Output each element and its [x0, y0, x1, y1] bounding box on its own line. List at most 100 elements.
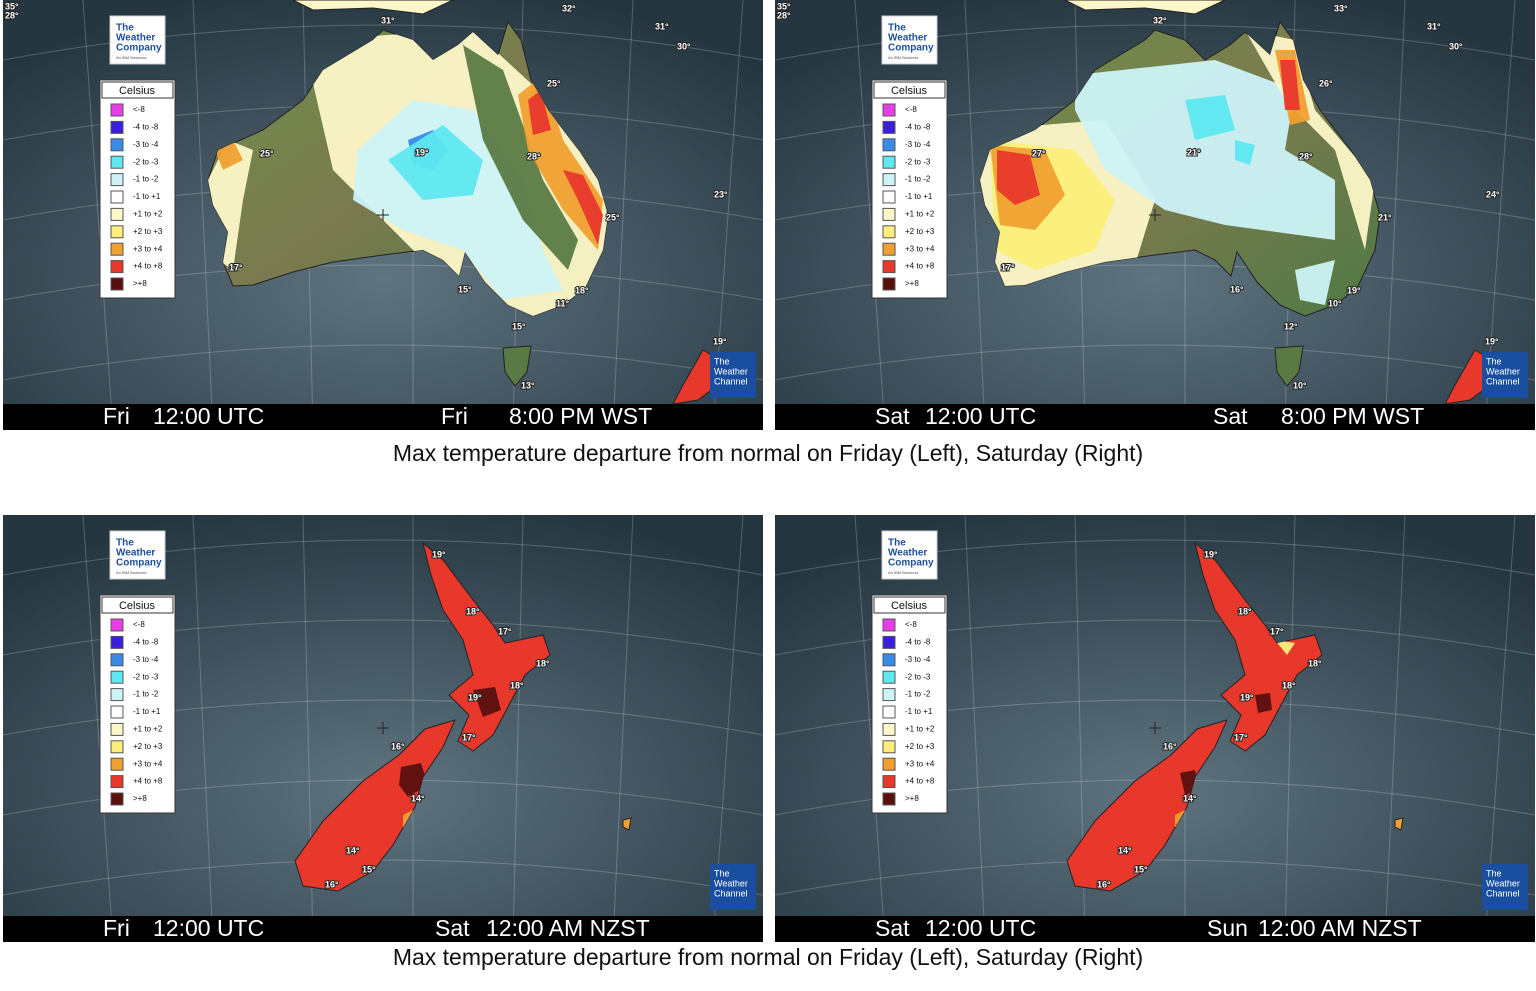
legend-label: -1 to -2 [133, 690, 159, 699]
legend-swatch [110, 207, 124, 221]
utc-time: 12:00 UTC [153, 915, 264, 941]
legend-swatch [110, 120, 124, 134]
temperature-label: 15° [512, 321, 526, 331]
temperature-label: 17° [1270, 626, 1284, 636]
legend-label: -3 to -4 [133, 140, 159, 149]
utc-time: 12:00 UTC [153, 403, 264, 429]
legend-swatch [110, 173, 124, 187]
legend-label: +4 to +8 [133, 777, 163, 786]
time-bar [3, 916, 763, 942]
temperature-label: 16° [1163, 741, 1177, 751]
local-day: Fri [441, 403, 468, 429]
temperature-label: 19° [713, 336, 727, 346]
temperature-label: 10° [1293, 380, 1307, 390]
legend-label: -4 to -8 [133, 123, 159, 132]
legend-label: +1 to +2 [905, 210, 935, 219]
temperature-label: 31° [1427, 21, 1441, 31]
legend-label: -2 to -3 [905, 157, 931, 166]
legend-label: +3 to +4 [133, 759, 163, 768]
temperature-label: 17° [498, 626, 512, 636]
map-panel: 35° 28° 32° 33° 31° 30° 26° 27° 21° 28° 24° 21° 17° 1… [775, 0, 1535, 430]
land [502, 345, 532, 387]
channel-logo-text: Channel [714, 888, 748, 898]
temperature-label: 28° [777, 10, 791, 20]
local-day: Sat [435, 915, 470, 941]
temperature-label: 14° [1183, 793, 1197, 803]
legend-label: +2 to +3 [133, 742, 163, 751]
legend-swatch [882, 242, 896, 256]
local-time: 12:00 AM NZST [486, 915, 650, 941]
legend-swatch [882, 670, 896, 684]
legend-label: +1 to +2 [905, 725, 935, 734]
legend-swatch [882, 775, 896, 789]
temperature-label: 18° [466, 606, 480, 616]
anomaly-area [1295, 260, 1335, 305]
legend-label: >+8 [133, 794, 147, 803]
legend-swatch [110, 635, 124, 649]
legend-label: -2 to -3 [133, 672, 159, 681]
channel-logo-text: Channel [1486, 376, 1520, 386]
graticule [82, 0, 114, 430]
map: 19°18°17°18°18°19°17°16°14°14°15°16°TheW… [775, 515, 1535, 942]
channel-logo-text: The [714, 868, 730, 878]
local-time: 8:00 PM WST [509, 403, 652, 429]
temperature-label: 17° [1001, 262, 1015, 272]
temperature-label: 18° [1282, 680, 1296, 690]
temperature-label: 11° [556, 298, 570, 308]
temperature-label: 16° [391, 741, 405, 751]
temperature-label: 35° [5, 1, 19, 11]
legend-swatch [882, 155, 896, 169]
anomaly-area [1185, 95, 1235, 140]
graticule [775, 344, 1535, 381]
graticule [612, 0, 634, 430]
graticule [1384, 0, 1406, 430]
temperature-label: 24° [1486, 189, 1500, 199]
legend-swatch [882, 688, 896, 702]
temperature-label: 15° [362, 864, 376, 874]
legend-swatch [882, 120, 896, 134]
temperature-label: 18° [536, 658, 550, 668]
legend-title-box [101, 81, 174, 99]
legend-label: +1 to +2 [133, 725, 163, 734]
anomaly-area [388, 125, 483, 200]
local-time: 8:00 PM WST [1281, 403, 1424, 429]
chatham [1394, 817, 1404, 831]
logo-box [109, 530, 166, 580]
local-day: Sat [1213, 403, 1248, 429]
legend-swatch [110, 705, 124, 719]
temperature-label: 26° [1319, 78, 1333, 88]
utc-time: 12:00 UTC [925, 403, 1036, 429]
legend-title: Celsius [891, 600, 928, 612]
anomaly-area [563, 170, 603, 245]
legend-swatch [882, 260, 896, 274]
local-time: 12:00 AM NZST [1258, 915, 1422, 941]
channel-logo-text: Weather [1486, 366, 1520, 376]
channel-logo-text: The [1486, 356, 1502, 366]
legend-swatch [110, 260, 124, 274]
legend-label: -1 to -2 [905, 175, 931, 184]
legend-label: >+8 [905, 279, 919, 288]
legend-label: -1 to +1 [905, 192, 933, 201]
legend-swatch [882, 705, 896, 719]
legend-label: -3 to -4 [905, 140, 931, 149]
temperature-label: 16° [1230, 284, 1244, 294]
logo-sub: An IBM Business [888, 570, 918, 575]
legend-swatch [882, 138, 896, 152]
temperature-label: 30° [677, 41, 691, 51]
logo-box [881, 15, 938, 65]
map: 19°18°17°18°18°19°17°16°14°14°15°16°TheW… [3, 515, 763, 942]
temperature-label: 19° [432, 549, 446, 559]
channel-logo-text: Weather [714, 878, 748, 888]
utc-day: Fri [103, 403, 130, 429]
anomaly-area [1275, 640, 1295, 655]
map: 35°28° 32°33°31°30°26°27° 21° 28°24°21°17°1… [775, 0, 1535, 430]
legend-label: >+8 [133, 279, 147, 288]
temperature-label: 12° [1284, 321, 1298, 331]
legend-swatch [882, 792, 896, 806]
temperature-label: 14° [346, 845, 360, 855]
anomaly-area [1235, 140, 1255, 165]
legend-swatch [110, 740, 124, 754]
legend-title: Celsius [891, 85, 928, 97]
land [422, 541, 551, 752]
